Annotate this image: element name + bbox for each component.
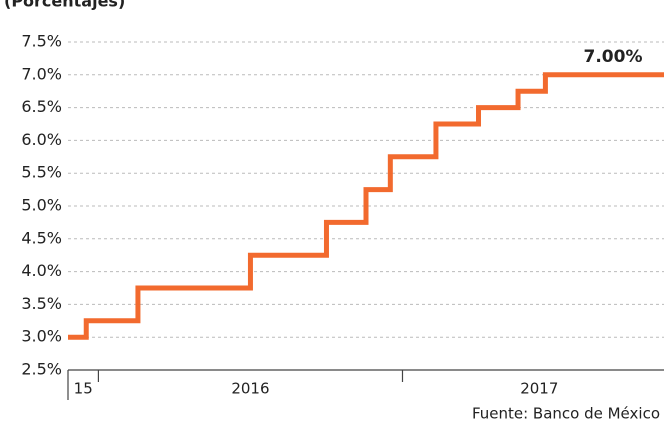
subtitle: (Porcentajes) xyxy=(4,0,125,11)
y-tick-label: 3.0% xyxy=(21,327,62,346)
y-tick-label: 4.5% xyxy=(21,228,62,247)
y-tick-label: 3.5% xyxy=(21,294,62,313)
x-tick-label: 2016 xyxy=(231,380,269,398)
y-tick-label: 4.0% xyxy=(21,261,62,280)
source: Fuente: Banco de México xyxy=(472,405,660,423)
y-tick-label: 7.0% xyxy=(21,64,62,83)
y-tick-label: 5.0% xyxy=(21,196,62,215)
x-tick-label: 2017 xyxy=(520,380,558,398)
y-tick-label: 5.5% xyxy=(21,163,62,182)
y-tick-label: 7.5% xyxy=(21,32,62,51)
y-tick-label: 6.5% xyxy=(21,97,62,116)
y-tick-label: 2.5% xyxy=(21,360,62,379)
annotation: 7.00% xyxy=(584,47,643,67)
x-tick-label: 15 xyxy=(74,380,93,398)
step-line xyxy=(68,72,664,340)
y-tick-label: 6.0% xyxy=(21,130,62,149)
